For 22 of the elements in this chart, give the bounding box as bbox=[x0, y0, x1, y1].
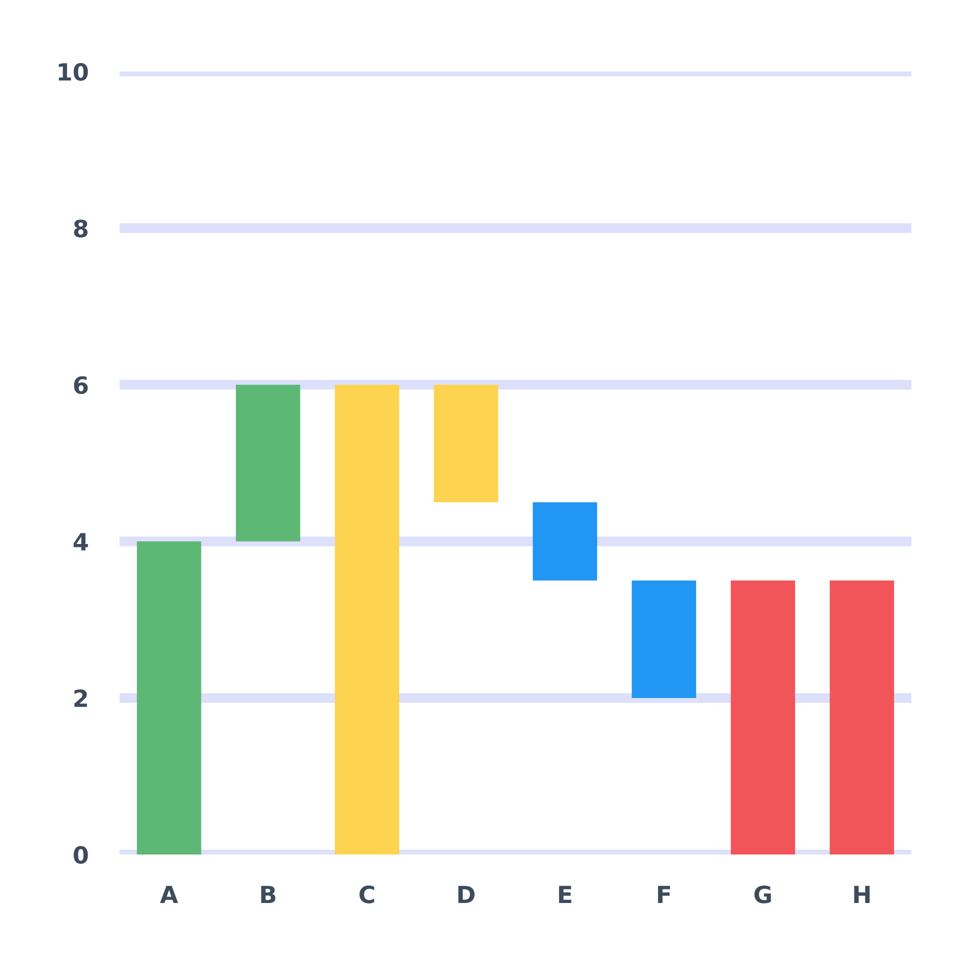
x-tick-label: C bbox=[360, 886, 374, 904]
y-tick-label: 10 bbox=[58, 62, 88, 81]
x-tick-label: G bbox=[754, 886, 771, 904]
bar bbox=[532, 502, 598, 581]
x-tick-label: A bbox=[160, 886, 178, 904]
bar bbox=[830, 580, 894, 855]
y-tick-label: 2 bbox=[74, 689, 87, 707]
bar bbox=[632, 580, 696, 698]
y-tick-label: 0 bbox=[74, 846, 88, 864]
bar bbox=[136, 541, 202, 855]
bar bbox=[236, 384, 300, 542]
x-tick-label: E bbox=[559, 886, 572, 904]
bar bbox=[334, 384, 400, 855]
y-tick-label: 6 bbox=[74, 376, 88, 394]
x-tick-label: B bbox=[261, 886, 276, 904]
y-tick-label: 8 bbox=[74, 220, 88, 238]
bar bbox=[730, 580, 796, 855]
y-tick-label: 4 bbox=[74, 533, 88, 550]
x-tick-label: H bbox=[854, 886, 870, 904]
x-tick-label: D bbox=[458, 886, 475, 904]
bar bbox=[434, 384, 498, 502]
x-tick-label: F bbox=[658, 886, 670, 904]
